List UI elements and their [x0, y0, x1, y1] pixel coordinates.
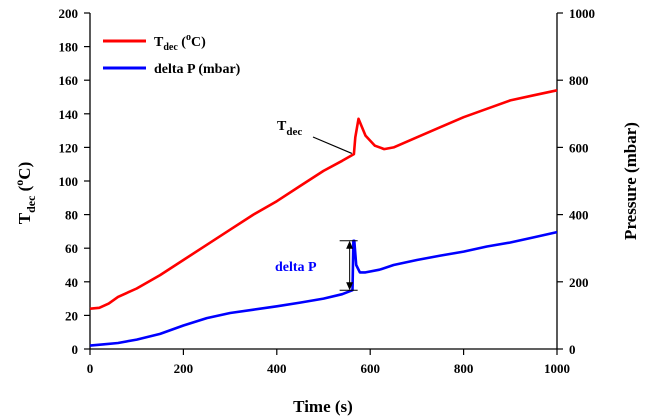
series-line-tdec	[89, 89, 558, 310]
y-left-tick-label: 80	[65, 208, 78, 223]
x-axis-title: Time (s)	[293, 397, 353, 416]
x-tick-label: 0	[87, 361, 94, 376]
annotation-tdec-label: Tdec	[277, 119, 302, 138]
annotation-delta-p: delta P	[275, 240, 358, 291]
y-right-tick-label: 400	[569, 208, 589, 223]
series-line-delta-p	[89, 230, 558, 347]
annotation-delta-p-arrowhead-bottom	[346, 282, 354, 291]
y-left-tick-label: 20	[65, 308, 78, 323]
x-tick-label: 600	[360, 361, 380, 376]
y-right-tick-label: 200	[569, 275, 589, 290]
annotation-delta-p-label: delta P	[275, 260, 317, 275]
legend-label-delta-p: delta P (mbar)	[154, 62, 241, 77]
y-left-tick-label: 160	[59, 73, 79, 88]
legend-label-tdec: Tdec (oC)	[154, 32, 206, 53]
annotation-delta-p-arrowhead-top	[346, 240, 354, 249]
left-axis-title: Tdec (oC)	[12, 162, 38, 225]
x-tick-label: 1000	[544, 361, 570, 376]
x-tick-label: 400	[267, 361, 287, 376]
y-right-tick-label: 600	[569, 140, 589, 155]
y-left-tick-label: 180	[59, 40, 79, 55]
series-layer	[89, 89, 558, 347]
y-right-tick-label: 0	[569, 342, 576, 357]
x-tick-label: 800	[454, 361, 474, 376]
x-tick-label: 200	[174, 361, 194, 376]
y-left-tick-label: 200	[59, 6, 79, 21]
legend: Tdec (oC) delta P (mbar)	[103, 32, 241, 77]
y-left-tick-label: 60	[65, 241, 78, 256]
annotation-tdec: Tdec	[277, 119, 353, 154]
annotation-tdec-leader	[312, 136, 353, 154]
y-left-tick-label: 100	[59, 174, 79, 189]
y-left-tick-label: 120	[59, 140, 79, 155]
y-left-tick-label: 0	[72, 342, 79, 357]
y-right-tick-label: 800	[569, 73, 589, 88]
y-left-tick-label: 40	[65, 275, 78, 290]
y-right-tick-label: 1000	[569, 6, 595, 21]
y-left-tick-label: 140	[59, 107, 79, 122]
tick-layer: 0 200 400 600 800 1000 0 20 40 60 80 100 120 140 160 18…	[59, 6, 596, 376]
right-axis-title: Pressure (mbar)	[621, 122, 640, 240]
